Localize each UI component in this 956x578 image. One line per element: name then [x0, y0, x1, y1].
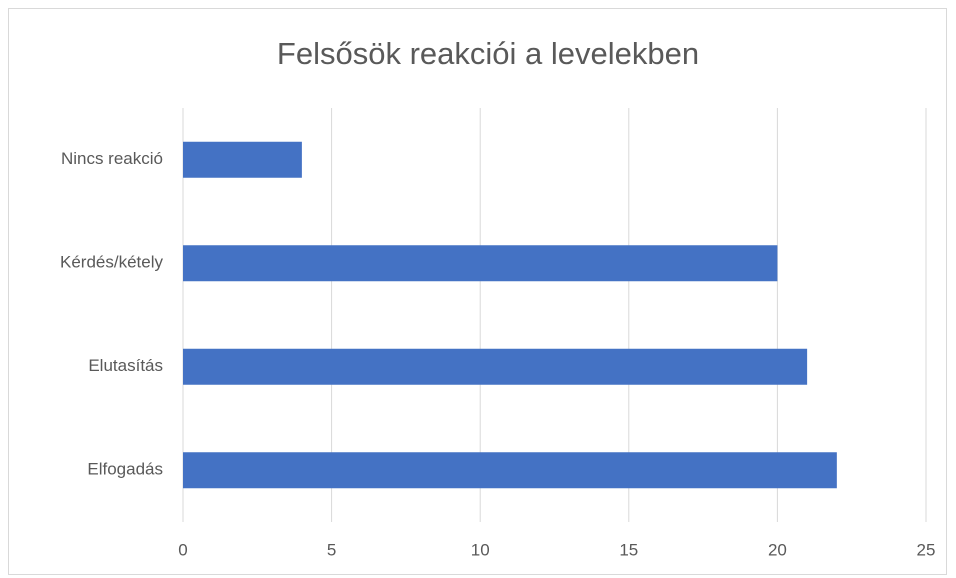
bar: [183, 452, 837, 489]
chart-border: [8, 8, 947, 575]
y-tick-label: Elfogadás: [87, 460, 163, 479]
bar: [183, 141, 302, 178]
x-tick-label: 5: [327, 540, 336, 559]
y-tick-label: Elutasítás: [88, 356, 163, 375]
x-tick-label: 10: [471, 540, 490, 559]
x-tick-label: 15: [619, 540, 638, 559]
bar: [183, 348, 808, 385]
x-tick-label: 0: [178, 540, 187, 559]
x-tick-label: 20: [768, 540, 787, 559]
y-tick-label: Nincs reakció: [61, 149, 163, 168]
bar: [183, 245, 778, 282]
chart-title: Felsősök reakciói a levelekben: [277, 36, 699, 71]
y-tick-label: Kérdés/kétely: [60, 253, 163, 272]
x-tick-label: 25: [917, 540, 936, 559]
